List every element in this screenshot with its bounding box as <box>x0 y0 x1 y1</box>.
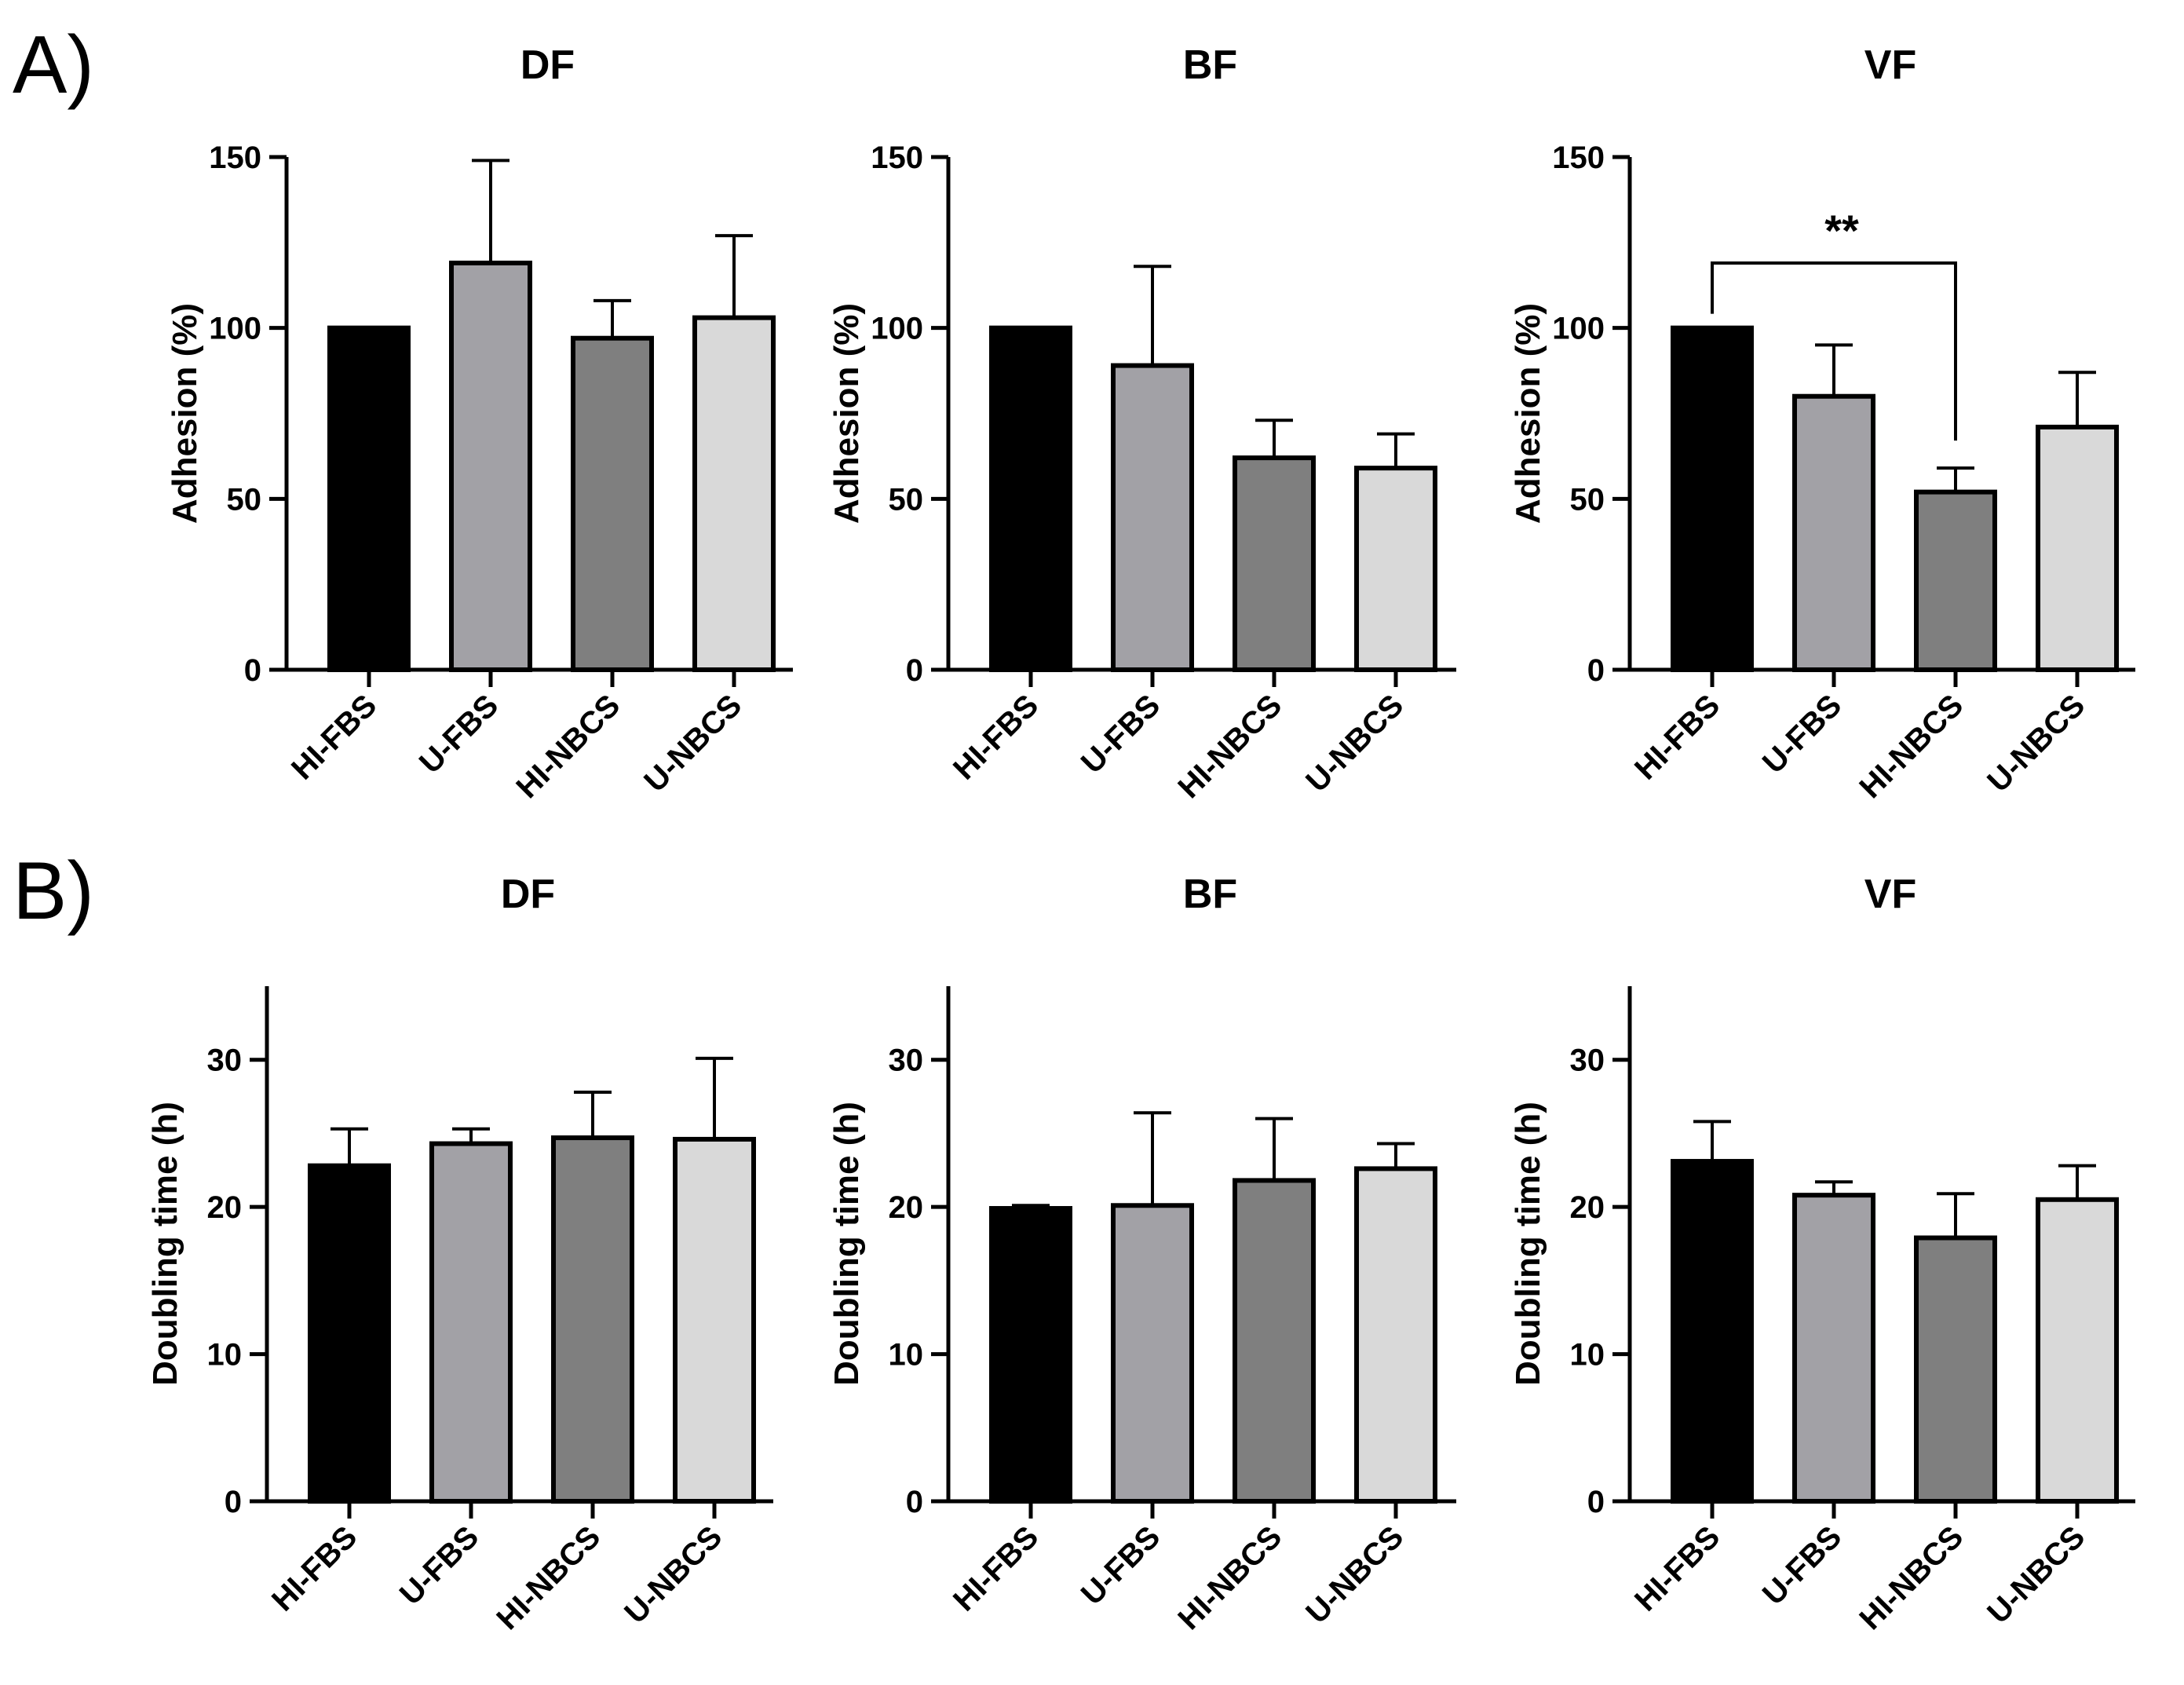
category-label-hi-fbs: HI-FBS <box>1628 688 1726 786</box>
category-label-u-nbcs: U-NBCS <box>637 688 748 799</box>
y-tick-label: 0 <box>1587 653 1605 688</box>
category-label-u-nbcs: U-NBCS <box>1981 688 2091 799</box>
bar-u-nbcs <box>2036 1197 2119 1504</box>
bar-u-fbs <box>1792 393 1875 672</box>
y-tick-label: 150 <box>209 141 261 175</box>
bar-u-nbcs <box>1354 1166 1437 1504</box>
bar-hi-nbcs <box>1233 455 1316 672</box>
chart-4: BF Doubling time (h) 0 10 20 30 HI-FBS U-FBS HI-… <box>827 872 1456 1636</box>
chart-3: DF Doubling time (h) 0 10 20 30 HI-FBS U-FBS HI-… <box>146 872 773 1636</box>
bar-hi-fbs <box>308 1163 391 1504</box>
chart-title: BF <box>1183 872 1237 917</box>
category-label-hi-fbs: HI-FBS <box>285 688 383 786</box>
bar-u-fbs <box>1792 1193 1875 1504</box>
bar-hi-nbcs <box>571 335 654 672</box>
bar-hi-nbcs <box>551 1135 634 1504</box>
y-tick-label: 30 <box>207 1044 243 1078</box>
chart-1: BF Adhesion (%) 0 50 100 150 HI-FBS U-FBS HI-NBC… <box>827 42 1456 805</box>
category-label-hi-nbcs: HI-NBCS <box>1171 1519 1288 1636</box>
y-tick-label: 10 <box>207 1338 243 1372</box>
chart-title: DF <box>501 872 555 917</box>
category-label-u-nbcs: U-NBCS <box>618 1519 729 1630</box>
y-tick-label: 30 <box>1570 1044 1605 1078</box>
bar-u-nbcs <box>1354 466 1437 672</box>
chart-title: VF <box>1864 872 1916 917</box>
bar-u-fbs <box>1111 1203 1194 1504</box>
bar-hi-fbs <box>1671 325 1754 672</box>
chart-2: VF Adhesion (%) 0 50 100 150 HI-FBS U-FBS HI-NBC… <box>1509 42 2135 805</box>
bar-hi-nbcs <box>1233 1178 1316 1504</box>
y-tick-label: 100 <box>209 312 261 346</box>
category-label-hi-fbs: HI-FBS <box>947 688 1045 786</box>
y-tick-label: 150 <box>1552 141 1605 175</box>
bar-hi-fbs <box>989 1206 1072 1504</box>
category-label-hi-nbcs: HI-NBCS <box>1171 688 1288 805</box>
category-label-hi-nbcs: HI-NBCS <box>509 688 626 805</box>
y-tick-label: 10 <box>889 1338 924 1372</box>
y-tick-label: 20 <box>1570 1190 1605 1225</box>
y-tick-label: 0 <box>1587 1485 1605 1519</box>
chart-0: DF Adhesion (%) 0 50 100 150 HI-FBS U-FBS HI-NBC… <box>166 42 793 805</box>
y-axis-label: Doubling time (h) <box>1509 1102 1547 1386</box>
y-tick-label: 20 <box>889 1190 924 1225</box>
category-label-u-nbcs: U-NBCS <box>1981 1519 2091 1630</box>
y-tick-label: 100 <box>1552 312 1605 346</box>
bar-hi-nbcs <box>1914 1235 1997 1504</box>
bar-u-nbcs <box>692 315 776 672</box>
y-tick-label: 100 <box>871 312 923 346</box>
y-tick-label: 30 <box>889 1044 924 1078</box>
category-label-hi-nbcs: HI-NBCS <box>1853 1519 1970 1636</box>
category-label-hi-fbs: HI-FBS <box>947 1519 1045 1617</box>
y-tick-label: 20 <box>207 1190 243 1225</box>
y-tick-label: 10 <box>1570 1338 1605 1372</box>
y-axis-label: Adhesion (%) <box>166 303 204 524</box>
category-label-u-fbs: U-FBS <box>1075 1519 1167 1612</box>
category-label-u-fbs: U-FBS <box>393 1519 486 1612</box>
bar-hi-nbcs <box>1914 489 1997 672</box>
y-tick-label: 50 <box>889 482 924 517</box>
bar-u-nbcs <box>673 1136 756 1504</box>
bar-hi-fbs <box>1671 1159 1754 1504</box>
chart-5: VF Doubling time (h) 0 10 20 30 HI-FBS U-FBS HI-… <box>1509 872 2135 1636</box>
panel-letter-b: B) <box>13 846 94 937</box>
panel-letter-a: A) <box>13 20 94 111</box>
category-label-hi-fbs: HI-FBS <box>265 1519 363 1617</box>
bar-u-nbcs <box>2036 424 2119 672</box>
y-tick-label: 0 <box>906 653 923 688</box>
y-tick-label: 50 <box>1570 482 1605 517</box>
chart-title: BF <box>1183 42 1237 88</box>
bar-hi-fbs <box>989 325 1072 672</box>
y-tick-label: 0 <box>906 1485 923 1519</box>
significance-label: ** <box>1824 206 1859 255</box>
y-tick-label: 0 <box>225 1485 242 1519</box>
y-axis-label: Adhesion (%) <box>827 303 866 524</box>
y-axis-label: Doubling time (h) <box>146 1102 184 1386</box>
category-label-hi-nbcs: HI-NBCS <box>1853 688 1970 805</box>
bar-u-fbs <box>1111 363 1194 672</box>
y-axis-label: Adhesion (%) <box>1509 303 1547 524</box>
significance-bracket <box>1711 261 1957 441</box>
bar-u-fbs <box>449 260 532 673</box>
y-tick-label: 150 <box>871 141 923 175</box>
bar-u-fbs <box>429 1141 513 1504</box>
category-label-u-fbs: U-FBS <box>1756 688 1849 780</box>
category-label-hi-fbs: HI-FBS <box>1628 1519 1726 1617</box>
chart-title: VF <box>1864 42 1916 88</box>
y-axis-label: Doubling time (h) <box>827 1102 866 1386</box>
category-label-u-fbs: U-FBS <box>1756 1519 1849 1612</box>
category-label-u-nbcs: U-NBCS <box>1299 688 1410 799</box>
bar-hi-fbs <box>327 325 411 672</box>
y-tick-label: 0 <box>244 653 261 688</box>
chart-title: DF <box>520 42 575 88</box>
category-label-hi-nbcs: HI-NBCS <box>490 1519 607 1636</box>
y-tick-label: 50 <box>227 482 262 517</box>
category-label-u-fbs: U-FBS <box>413 688 506 780</box>
category-label-u-nbcs: U-NBCS <box>1299 1519 1410 1630</box>
category-label-u-fbs: U-FBS <box>1075 688 1167 780</box>
